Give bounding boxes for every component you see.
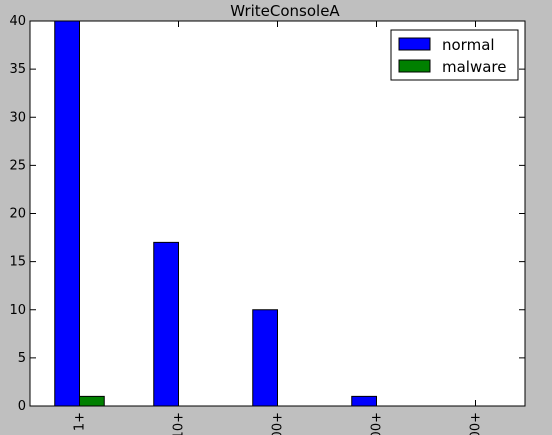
legend-swatch-malware bbox=[398, 59, 431, 73]
legend: normal malware bbox=[390, 29, 519, 81]
legend-swatch-normal bbox=[398, 37, 431, 51]
x-tick-label-3: 1000+ bbox=[370, 412, 385, 435]
x-tick-label-0: 1+ bbox=[73, 412, 88, 431]
y-tick-label-4: 20 bbox=[9, 207, 26, 222]
chart-title: WriteConsoleA bbox=[230, 2, 340, 20]
y-tick-label-5: 25 bbox=[9, 158, 26, 173]
bar-normal-0 bbox=[54, 20, 80, 407]
x-tick-label-4: 10000+ bbox=[469, 412, 484, 435]
y-tick-label-6: 30 bbox=[9, 110, 26, 125]
y-tick-label-3: 15 bbox=[9, 255, 26, 270]
y-tick-label-1: 5 bbox=[18, 351, 26, 366]
ticks-layer: 0 5 10 15 20 25 30 35 40 1+ 10+ 100+ 1000+ 10000+ bbox=[9, 14, 525, 435]
legend-label-malware: malware bbox=[442, 58, 507, 76]
bars-layer bbox=[54, 20, 377, 407]
x-tick-label-2: 100+ bbox=[271, 412, 286, 435]
bar-normal-2 bbox=[252, 309, 278, 407]
bar-normal-3 bbox=[351, 395, 377, 407]
x-tick-label-1: 10+ bbox=[172, 412, 187, 435]
plot-frame bbox=[29, 20, 526, 407]
y-tick-label-2: 10 bbox=[9, 303, 26, 318]
y-tick-label-0: 0 bbox=[18, 399, 26, 414]
bar-malware-0 bbox=[79, 395, 105, 407]
legend-label-normal: normal bbox=[442, 36, 495, 54]
bar-normal-1 bbox=[153, 241, 179, 407]
y-tick-label-8: 40 bbox=[9, 14, 26, 29]
y-tick-label-7: 35 bbox=[9, 62, 26, 77]
